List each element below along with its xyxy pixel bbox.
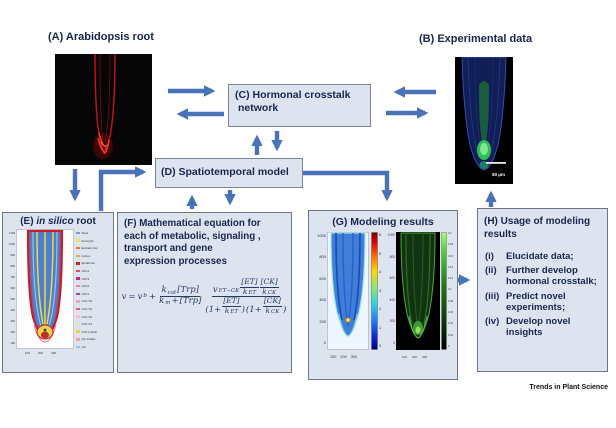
- legend-color-chip: [76, 300, 80, 303]
- legend-item: QC: [76, 345, 98, 349]
- jet-colorbar: [371, 232, 378, 350]
- legend-item: COL Initials: [76, 330, 98, 334]
- usage-item-number: (i): [485, 251, 494, 262]
- panel-b-label: (B) Experimental data: [419, 33, 533, 45]
- usage-item-text: Elucidate data;: [506, 251, 574, 262]
- legend-item: Epidermis: [76, 261, 98, 265]
- legend-color-chip: [76, 277, 80, 280]
- left-plot-x-axis: 100 200 300: [330, 355, 358, 359]
- legend-item: LRC2: [76, 284, 98, 288]
- legend-color-chip: [76, 307, 80, 311]
- legend-item: COL S1: [76, 322, 98, 326]
- usage-item-text: Further develop hormonal crosstalk;: [506, 265, 597, 288]
- legend-color-chip: [76, 262, 80, 265]
- usage-item-text: Develop novel insights: [506, 316, 571, 339]
- panel-d-title: (D) Spatiotemporal model: [161, 166, 289, 179]
- arrow-d-to-g: [303, 170, 393, 202]
- panel-a-label: (A) Arabidopsis root: [48, 31, 154, 43]
- panel-e-box: (E) in silico root 1100 1000 900 800 700 600 5…: [2, 212, 114, 373]
- modeling-plot-right: 1000 800 600 400 200 0 100 200 300: [385, 232, 456, 359]
- legend-color-chip: [76, 330, 80, 333]
- legend-color-chip: [76, 315, 80, 318]
- journal-credit: Trends in Plant Science: [529, 384, 608, 391]
- panel-c-title-line1: (C) Hormonal crosstalk: [235, 89, 351, 101]
- panel-e-title: (E) in silico root: [20, 216, 96, 227]
- insilico-x-axis: 100 200 300: [25, 351, 57, 355]
- green-colorbar-labels: 0.2 0.18 0.16 0.14 0.12 0.1 0.08 0.06 0.04 0.02 0: [448, 232, 454, 348]
- confocal-root-image: [455, 56, 513, 184]
- legend-item: Stele: [76, 231, 98, 235]
- legend-color-chip: [76, 292, 80, 295]
- legend-item: LRC4: [76, 269, 98, 273]
- modeling-plot-left: 1000 800 600 400 200 0 100 200 300: [314, 232, 385, 359]
- legend-item: Cortex: [76, 254, 98, 258]
- legend-color-chip: [76, 239, 80, 242]
- panel-f-title: (F) Mathematical equation for each of met…: [124, 218, 261, 268]
- experimental-data-image: 50 μm: [455, 56, 513, 184]
- left-heatmap-root-image: [327, 232, 369, 350]
- usage-item-text: Predict novel experiments;: [506, 290, 566, 313]
- arrow-e-to-d: [98, 166, 147, 211]
- legend-color-chip: [76, 269, 80, 273]
- usage-item-number: (iv): [485, 316, 500, 328]
- right-plot-x-axis: 100 200 300: [402, 355, 428, 359]
- insilico-plot: 1100 1000 900 800 700 600 500 400 300 200 100 Stel…: [5, 229, 112, 351]
- scale-bar-label: 50 μm: [491, 172, 505, 177]
- arabidopsis-root-image: [55, 54, 152, 165]
- green-colorbar: [441, 232, 447, 350]
- panel-h-title: (H) Usage of modeling results: [484, 216, 591, 240]
- legend-color-chip: [76, 254, 80, 258]
- panel-g-title: (G) Modeling results: [332, 216, 434, 228]
- panel-f-box: (F) Mathematical equation for each of met…: [117, 212, 292, 373]
- legend-color-chip: [76, 345, 80, 349]
- usage-item-number: (ii): [485, 265, 497, 277]
- crosstalk-fraction: v ET−CK [ET] k ET [CK] k CK (1+ [ET] k ET ) (1+…: [205, 276, 287, 315]
- panel-c-title-line2: network: [238, 102, 279, 115]
- left-plot-y-axis: 1000 800 600 400 200 0: [317, 233, 326, 345]
- legend-item: COL S2: [76, 315, 98, 319]
- legend-color-chip: [76, 231, 80, 235]
- right-plot-y-axis: 1000 800 600 400 200 0: [387, 233, 395, 345]
- panel-h-box: (H) Usage of modeling results (i) Elucid…: [477, 208, 608, 372]
- legend-item: LRC3: [76, 277, 98, 281]
- legend-item: Pericycle: [76, 239, 98, 243]
- legend-item: Endodermis: [76, 246, 98, 250]
- usage-list: (i) Elucidate data; (ii) Further develop…: [478, 241, 607, 338]
- usage-item-number: (iii): [485, 290, 500, 302]
- legend-color-chip: [76, 322, 80, 326]
- legend-item: QC Initials: [76, 337, 98, 341]
- legend-color-chip: [76, 338, 80, 341]
- legend-color-chip: [76, 246, 80, 250]
- michaelis-menten-fraction: k cat [Trp] k m + [Trp]: [159, 285, 202, 307]
- panel-g-box: (G) Modeling results 1000 800 600 400 200 0: [308, 210, 458, 380]
- legend-item: COL S4: [76, 299, 98, 303]
- panel-c-box: (C) Hormonal crosstalk network: [228, 84, 371, 127]
- legend-color-chip: [76, 284, 80, 288]
- right-heatmap-root-image: [396, 232, 440, 350]
- insilico-root-image: [16, 229, 74, 349]
- insilico-y-axis: 1100 1000 900 800 700 600 500 400 300 200 100: [8, 231, 15, 345]
- panel-d-box: (D) Spatiotemporal model: [155, 158, 303, 188]
- legend-item: LRC1: [76, 292, 98, 296]
- legend-item: COL S3: [76, 307, 98, 311]
- insilico-legend: Stele Pericycle Endodermis Cortex Epider…: [76, 229, 98, 351]
